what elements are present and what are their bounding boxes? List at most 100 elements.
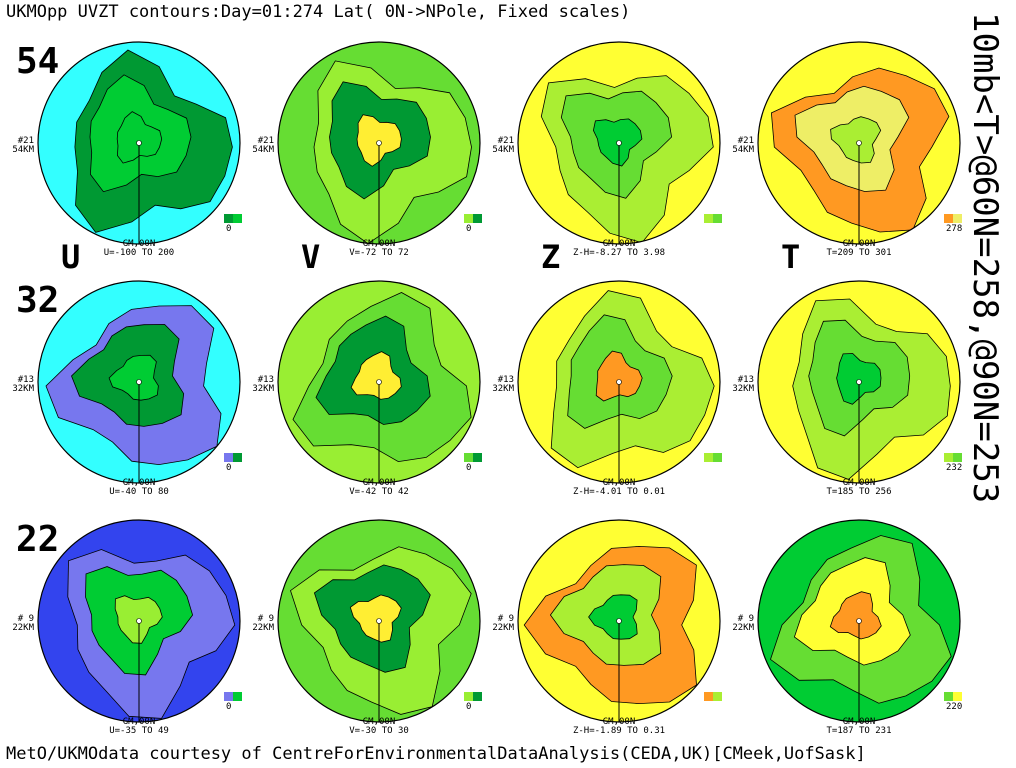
level-label: # 9 22KM bbox=[478, 615, 514, 633]
key-swatch bbox=[224, 453, 233, 462]
level-number: # 9 bbox=[257, 614, 274, 624]
pole-marker bbox=[616, 618, 622, 624]
variable-label-z: Z bbox=[541, 238, 561, 276]
value-range: U=-100 TO 200 bbox=[103, 248, 175, 258]
key-swatch bbox=[233, 214, 242, 223]
key-swatch bbox=[944, 214, 953, 223]
level-label: #21 54KM bbox=[478, 137, 514, 155]
key-value: 232 bbox=[946, 463, 963, 473]
contour-region bbox=[836, 353, 882, 405]
contour-region bbox=[829, 591, 882, 640]
meridian-label: GM,00N bbox=[602, 478, 636, 488]
contour-region bbox=[830, 116, 882, 164]
key-swatch bbox=[713, 453, 722, 462]
value-range: V=-72 TO 72 bbox=[349, 248, 409, 258]
meridian-label: GM,00N bbox=[362, 239, 396, 249]
polar-map-v bbox=[277, 280, 481, 484]
level-km: 32KM bbox=[252, 384, 274, 394]
meridian-label: GM,00N bbox=[842, 717, 876, 727]
polar-map-u bbox=[37, 280, 241, 484]
key-value: 0 bbox=[466, 463, 472, 473]
contour-region bbox=[350, 351, 402, 400]
altitude-label: 22 bbox=[16, 519, 60, 560]
level-number: #13 bbox=[257, 375, 274, 385]
pole-marker bbox=[136, 379, 142, 385]
key-value: 278 bbox=[946, 224, 963, 234]
pole-marker bbox=[616, 379, 622, 385]
level-label: #13 32KM bbox=[718, 376, 754, 394]
key-swatch bbox=[233, 692, 242, 701]
pole-marker bbox=[376, 379, 382, 385]
side-label-text: 10mb<T>@60N=258,@90N=253 bbox=[965, 12, 1005, 504]
contour-region bbox=[108, 354, 159, 401]
meridian-label: GM,00N bbox=[362, 717, 396, 727]
level-km: 22KM bbox=[12, 623, 34, 633]
key-value: 0 bbox=[226, 224, 232, 234]
polar-map-z bbox=[517, 519, 721, 723]
variable-label-t: T bbox=[781, 238, 801, 276]
pole-marker bbox=[376, 140, 382, 146]
meridian-label: GM,00N bbox=[122, 239, 156, 249]
value-range: T=209 TO 301 bbox=[826, 248, 892, 258]
key-swatch bbox=[704, 214, 713, 223]
altitude-label: 32 bbox=[16, 280, 60, 321]
level-km: 32KM bbox=[12, 384, 34, 394]
polar-map-t bbox=[757, 41, 961, 245]
polar-map-t bbox=[757, 519, 961, 723]
key-swatch bbox=[953, 453, 962, 462]
pole-marker bbox=[856, 379, 862, 385]
pole-marker bbox=[616, 140, 622, 146]
key-swatch bbox=[464, 453, 473, 462]
level-label: #21 54KM bbox=[238, 137, 274, 155]
meridian-label: GM,00N bbox=[362, 478, 396, 488]
pole-marker bbox=[136, 140, 142, 146]
contour-region bbox=[588, 594, 638, 640]
level-number: #21 bbox=[17, 136, 34, 146]
meridian-label: GM,00N bbox=[602, 239, 636, 249]
meridian-label: GM,00N bbox=[122, 717, 156, 727]
key-swatch bbox=[224, 692, 233, 701]
level-label: # 9 22KM bbox=[0, 615, 34, 633]
pole-marker bbox=[136, 618, 142, 624]
polar-map-t bbox=[757, 280, 961, 484]
value-range: T=185 TO 256 bbox=[826, 487, 892, 497]
level-number: # 9 bbox=[497, 614, 514, 624]
level-label: # 9 22KM bbox=[718, 615, 754, 633]
footer-credit: MetO/UKMOdata courtesy of CentreForEnvir… bbox=[6, 744, 866, 764]
level-number: # 9 bbox=[737, 614, 754, 624]
level-label: #13 32KM bbox=[0, 376, 34, 394]
value-range: Z-H=-8.27 TO 3.98 bbox=[572, 248, 666, 258]
level-label: #21 54KM bbox=[718, 137, 754, 155]
value-range: T=187 TO 231 bbox=[826, 726, 892, 736]
meridian-label: GM,00N bbox=[842, 239, 876, 249]
key-value: 0 bbox=[226, 702, 232, 712]
figure-title: UKMOpp UVZT contours:Day=01:274 Lat( 0N-… bbox=[6, 2, 631, 22]
polar-map-z bbox=[517, 280, 721, 484]
key-swatch bbox=[224, 214, 233, 223]
key-value: 0 bbox=[466, 702, 472, 712]
pole-marker bbox=[856, 618, 862, 624]
key-value: 0 bbox=[466, 224, 472, 234]
level-km: 54KM bbox=[732, 145, 754, 155]
level-km: 54KM bbox=[252, 145, 274, 155]
polar-map-z bbox=[517, 41, 721, 245]
value-range: Z-H=-4.01 TO 0.01 bbox=[572, 487, 666, 497]
level-label: #13 32KM bbox=[478, 376, 514, 394]
key-value: 0 bbox=[226, 463, 232, 473]
level-number: #13 bbox=[737, 375, 754, 385]
level-km: 54KM bbox=[12, 145, 34, 155]
level-km: 22KM bbox=[252, 623, 274, 633]
value-range: V=-42 TO 42 bbox=[349, 487, 409, 497]
meridian-label: GM,00N bbox=[122, 478, 156, 488]
contour-region bbox=[116, 111, 163, 164]
side-label: 10mb<T>@60N=258,@90N=253 bbox=[962, 12, 1005, 592]
key-swatch bbox=[944, 453, 953, 462]
level-number: # 9 bbox=[17, 614, 34, 624]
level-km: 32KM bbox=[492, 384, 514, 394]
key-swatch bbox=[233, 453, 242, 462]
key-swatch bbox=[704, 692, 713, 701]
key-swatch bbox=[473, 692, 482, 701]
key-swatch bbox=[713, 214, 722, 223]
pole-marker bbox=[376, 618, 382, 624]
level-km: 22KM bbox=[732, 623, 754, 633]
